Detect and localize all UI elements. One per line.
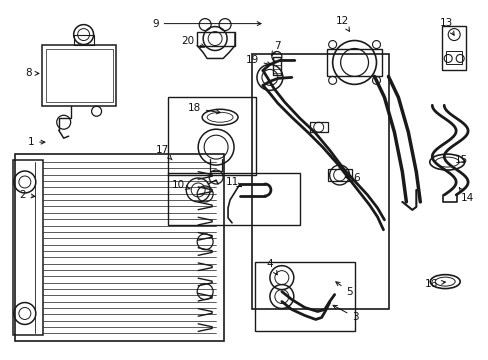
Bar xyxy=(168,173,299,225)
Text: 10: 10 xyxy=(171,180,190,190)
Bar xyxy=(326,49,382,76)
Text: 13: 13 xyxy=(439,18,453,35)
Bar xyxy=(327,169,351,181)
Text: 5: 5 xyxy=(335,282,352,297)
Text: 19: 19 xyxy=(245,55,270,66)
Text: 2: 2 xyxy=(20,190,35,200)
Text: 11: 11 xyxy=(225,177,241,187)
Text: 3: 3 xyxy=(332,305,358,323)
Bar xyxy=(441,26,465,71)
Bar xyxy=(197,32,235,45)
Text: 18: 18 xyxy=(187,103,220,114)
Bar xyxy=(41,45,116,106)
Bar xyxy=(446,50,461,64)
Bar xyxy=(272,58,280,75)
Text: 17: 17 xyxy=(155,145,172,160)
Text: 6: 6 xyxy=(345,173,359,183)
Bar xyxy=(251,54,388,310)
Text: 4: 4 xyxy=(266,259,277,275)
Text: 15: 15 xyxy=(454,155,467,165)
Text: 16: 16 xyxy=(424,279,445,289)
Bar xyxy=(15,154,224,341)
Text: 7: 7 xyxy=(271,41,281,56)
Text: 9: 9 xyxy=(152,19,261,28)
Bar xyxy=(168,97,255,175)
Bar xyxy=(13,160,42,336)
Bar xyxy=(74,35,93,45)
Text: 20: 20 xyxy=(181,36,204,48)
Bar xyxy=(309,122,327,132)
Text: 14: 14 xyxy=(458,188,473,203)
Bar xyxy=(254,262,354,332)
Text: 8: 8 xyxy=(25,68,39,78)
Text: 12: 12 xyxy=(335,15,349,31)
Text: 1: 1 xyxy=(27,137,45,147)
Bar xyxy=(46,49,112,102)
